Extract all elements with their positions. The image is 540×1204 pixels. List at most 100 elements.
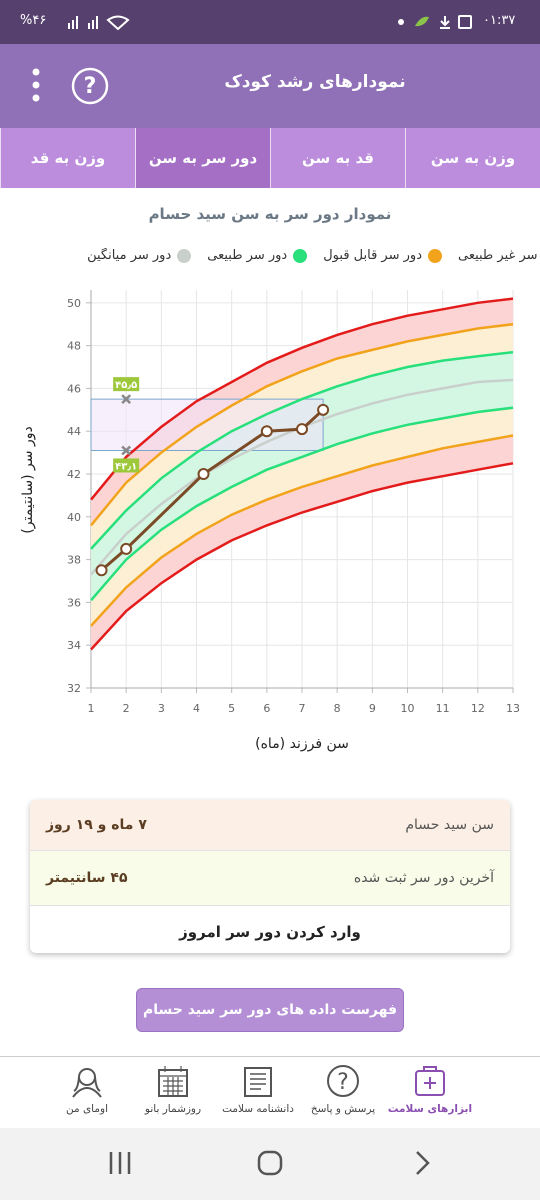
y-tick-label: 38: [67, 554, 81, 567]
help-icon: ?: [84, 74, 97, 99]
legend-viewport: دور سر غیر طبیعی دور سر قابل قبول دور سر ط…: [0, 248, 540, 274]
band-area: [91, 352, 513, 601]
nav-item[interactable]: اومای من: [37, 1057, 137, 1129]
info-label: سن سید حسام: [405, 817, 494, 833]
x-tick-label: 8: [334, 702, 341, 715]
legend-label: دور سر طبیعی: [207, 248, 288, 263]
nav-label: روزشمار بانو: [144, 1103, 202, 1115]
y-tick-label: 48: [67, 340, 81, 353]
marker-x: [121, 394, 132, 405]
x-tick-label: 2: [123, 702, 130, 715]
nav-icon: [415, 1066, 445, 1096]
tab[interactable]: قد به سن: [270, 128, 405, 188]
legend-swatch: [293, 248, 308, 263]
legend-swatch: [177, 248, 192, 263]
legend-label: دور سر غیر طبیعی: [457, 248, 540, 263]
child-point: [120, 542, 133, 555]
tab[interactable]: وزن به قد: [0, 128, 135, 188]
x-tick-label: 1: [88, 702, 95, 715]
x-tick-label: 3: [158, 702, 165, 715]
x-tick-label: 9: [369, 702, 376, 715]
marker-tag: [113, 458, 140, 473]
marker-label: ۴۳٫۱: [115, 461, 137, 472]
info-label: آخرین دور سر ثبت شده: [353, 870, 494, 886]
nav-label: پرسش و پاسخ: [310, 1103, 376, 1115]
status-bar: %۴۶ ۰۱:۳۷: [0, 0, 540, 44]
child-point: [260, 425, 273, 438]
y-tick-label: 36: [67, 596, 81, 609]
back-button[interactable]: [416, 1151, 430, 1175]
y-tick-label: 34: [67, 639, 81, 652]
recents-button[interactable]: [109, 1152, 131, 1174]
tab[interactable]: دور سر به سن: [135, 128, 270, 188]
nav-icon: [72, 1068, 102, 1098]
nav-item[interactable]: روزشمار بانو: [123, 1057, 223, 1129]
info-card: سن سید حسام ۷ ماه و ۱۹ روز آخرین دور سر ثب…: [30, 800, 510, 953]
x-tick-label: 7: [299, 702, 306, 715]
x-tick-label: 6: [263, 702, 270, 715]
legend-item: دور سر قابل قبول: [323, 248, 442, 263]
marker-tag: [113, 377, 140, 392]
curve-line: [90, 297, 514, 501]
y-axis-label: دور سر (سانتیمتر): [20, 426, 36, 533]
info-row: سن سید حسام ۷ ماه و ۱۹ روز: [30, 800, 510, 851]
signal-icons: [68, 15, 130, 30]
y-tick-label: 46: [67, 382, 81, 395]
bottom-nav: ابزارهای سلامت? پرسش و پاسخ دانشنامه سلامت…: [0, 1056, 540, 1129]
x-axis-label: سن فرزند (ماه): [255, 736, 349, 752]
notification-icons: [398, 15, 472, 29]
system-nav-icons: [109, 1150, 430, 1176]
nav-label: اومای من: [66, 1103, 108, 1115]
legend: دور سر غیر طبیعی دور سر قابل قبول دور سر ط…: [87, 248, 540, 263]
y-tick-label: 40: [67, 511, 81, 524]
legend-item: دور سر میانگین: [87, 248, 192, 263]
legend-label: دور سر میانگین: [87, 248, 172, 263]
menu-button[interactable]: [26, 66, 46, 106]
info-value: ۷ ماه و ۱۹ روز: [46, 817, 147, 833]
nav-item[interactable]: دانشنامه سلامت: [208, 1057, 308, 1129]
child-point: [296, 423, 308, 436]
nav-icon: [244, 1067, 272, 1097]
list-button[interactable]: فهرست داده های دور سر سید حسام: [136, 988, 404, 1032]
nav-icon: ?: [327, 1065, 359, 1097]
y-tick-label: 32: [67, 682, 81, 695]
help-button[interactable]: ?: [70, 66, 110, 106]
marker-x: [121, 445, 132, 456]
svg-text:?: ?: [337, 1070, 349, 1095]
curve-line: [90, 434, 514, 627]
chart-title: نمودار دور سر به سن سید حسام: [148, 205, 392, 223]
child-point: [317, 403, 330, 416]
x-tick-label: 11: [436, 702, 450, 715]
app-header: ? نمودارهای رشد کودک: [0, 44, 540, 128]
nav-icon: [158, 1066, 188, 1097]
header-title: نمودارهای رشد کودک: [224, 72, 406, 92]
clock: ۰۱:۳۷: [483, 13, 516, 28]
x-tick-label: 5: [228, 702, 235, 715]
range-box: [90, 398, 324, 451]
legend-label: دور سر قابل قبول: [323, 248, 422, 263]
curve-line: [90, 350, 514, 550]
battery-text: %۴۶: [20, 13, 47, 28]
y-tick-label: 50: [67, 297, 81, 310]
legend-item: دور سر طبیعی: [207, 248, 308, 263]
child-point: [95, 564, 108, 577]
curve-line: [90, 322, 514, 527]
tab[interactable]: وزن به سن: [405, 128, 540, 188]
curve-line: [90, 462, 514, 651]
x-tick-label: 13: [506, 702, 520, 715]
tab-bar: وزن به سن قد به سن دور سر به سن وزن به قد: [0, 128, 540, 188]
curve-line: [90, 406, 514, 602]
nav-item[interactable]: ? پرسش و پاسخ: [293, 1057, 393, 1129]
x-tick-label: 12: [471, 702, 485, 715]
info-value: ۴۵ سانتیمتر: [46, 870, 128, 886]
home-button[interactable]: [257, 1150, 283, 1176]
child-point: [197, 468, 210, 481]
y-tick-label: 44: [67, 425, 81, 438]
system-nav: [0, 1128, 540, 1200]
action-button[interactable]: وارد کردن دور سر امروز: [179, 922, 361, 941]
y-tick-label: 42: [67, 468, 81, 481]
nav-label: ابزارهای سلامت: [387, 1103, 473, 1115]
nav-item[interactable]: ابزارهای سلامت: [380, 1057, 480, 1129]
